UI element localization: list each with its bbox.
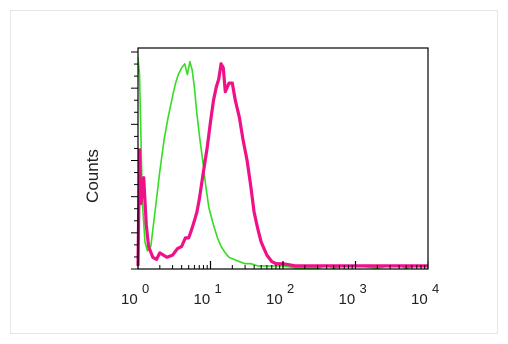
x-tick-label: 10 (339, 291, 356, 308)
x-tick-label: 10 (411, 291, 428, 308)
series-line-1 (137, 57, 428, 269)
x-tick-exponent: 1 (215, 281, 222, 296)
series-layer (136, 57, 428, 269)
x-tick-label: 10 (121, 291, 138, 308)
series-line-2 (136, 62, 428, 268)
plot-area-border (137, 47, 429, 270)
x-tick-exponent: 3 (360, 281, 367, 296)
figure-frame (10, 10, 498, 334)
x-tick-label: 10 (266, 291, 283, 308)
x-tick-exponent: 0 (142, 281, 149, 296)
y-axis-label: Counts (83, 149, 102, 203)
x-tick-exponent: 2 (287, 281, 294, 296)
ticks-layer: 10 0 10 1 10 2 10 3 10 4 (121, 51, 439, 308)
x-tick-label: 10 (194, 291, 211, 308)
x-tick-exponent: 4 (432, 281, 439, 296)
